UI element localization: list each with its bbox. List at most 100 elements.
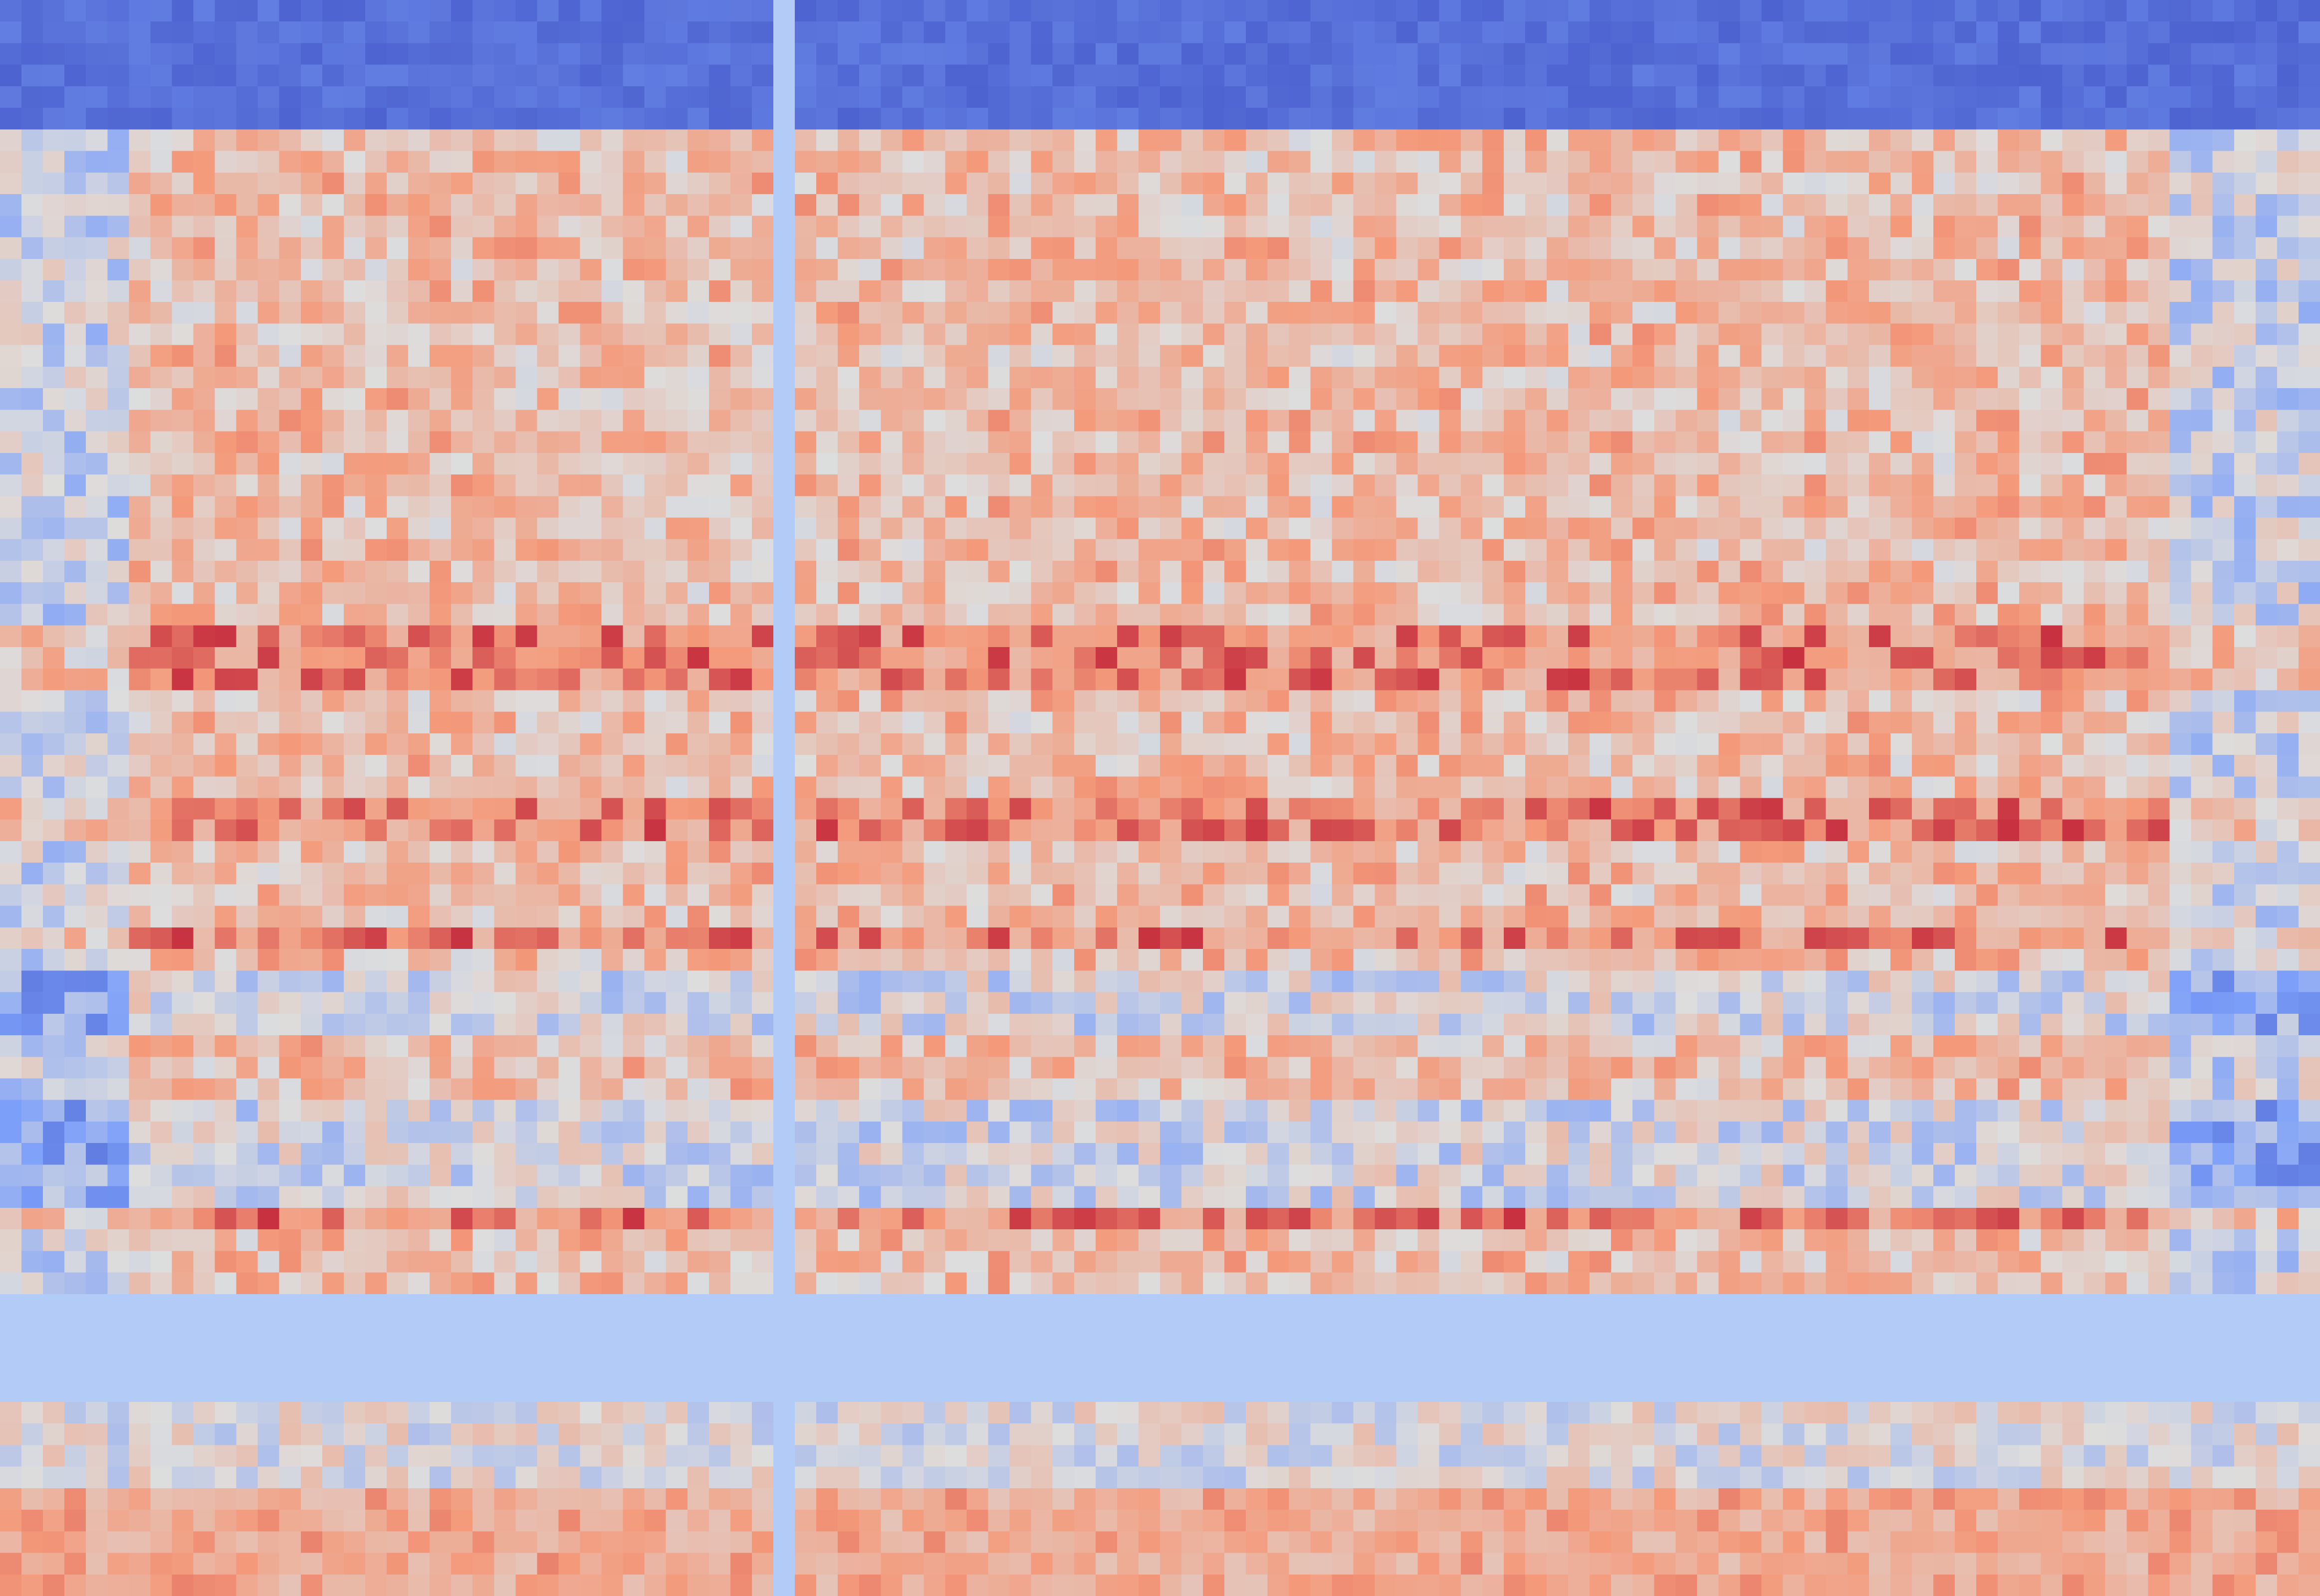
heatmap-cell bbox=[687, 582, 709, 605]
heatmap-cell bbox=[1697, 0, 1719, 22]
heatmap-cell bbox=[1761, 43, 1784, 65]
heatmap-cell bbox=[730, 711, 752, 734]
heatmap-cell bbox=[1138, 669, 1160, 690]
heatmap-cell bbox=[1289, 216, 1311, 238]
heatmap-cell bbox=[687, 949, 709, 971]
heatmap-cell bbox=[1611, 604, 1633, 626]
heatmap-cell bbox=[1826, 0, 1848, 22]
heatmap-cell bbox=[2234, 453, 2256, 475]
heatmap-cell bbox=[1482, 388, 1504, 410]
heatmap-cell bbox=[2169, 216, 2192, 238]
heatmap-cell bbox=[2041, 647, 2063, 669]
heatmap-cell bbox=[966, 410, 989, 432]
heatmap-cell bbox=[1611, 86, 1633, 108]
heatmap-cell bbox=[1783, 625, 1805, 648]
heatmap-cell bbox=[1654, 216, 1676, 238]
heatmap-cell bbox=[2169, 539, 2192, 561]
heatmap-gap-cell bbox=[773, 604, 795, 626]
heatmap-cell bbox=[1933, 690, 1955, 712]
heatmap-cell bbox=[988, 625, 1010, 648]
heatmap-cell bbox=[1375, 841, 1397, 863]
heatmap-cell bbox=[1117, 755, 1139, 777]
heatmap-cell bbox=[1611, 798, 1633, 820]
heatmap-cell bbox=[387, 64, 409, 87]
heatmap-cell bbox=[1783, 884, 1805, 907]
heatmap-cell bbox=[408, 431, 430, 454]
heatmap-cell bbox=[1289, 323, 1311, 346]
heatmap-cell bbox=[623, 776, 645, 799]
heatmap-cell bbox=[1332, 647, 1354, 669]
heatmap-cell bbox=[1246, 151, 1268, 173]
heatmap-cell bbox=[343, 669, 366, 690]
heatmap-cell bbox=[2019, 453, 2041, 475]
heatmap-cell bbox=[1203, 690, 1225, 712]
heatmap-cell bbox=[2234, 388, 2256, 410]
heatmap-cell bbox=[1332, 841, 1354, 863]
heatmap-cell bbox=[1826, 194, 1848, 216]
heatmap-cell bbox=[86, 819, 108, 842]
heatmap-cell bbox=[408, 863, 430, 885]
heatmap-cell bbox=[580, 86, 602, 108]
heatmap-cell bbox=[2169, 280, 2192, 302]
heatmap-cell bbox=[43, 819, 65, 842]
heatmap-cell bbox=[322, 949, 344, 971]
heatmap-cell bbox=[279, 280, 301, 302]
heatmap-cell bbox=[64, 64, 86, 87]
heatmap-cell bbox=[1911, 108, 1934, 130]
heatmap-cell bbox=[601, 43, 624, 65]
heatmap-cell bbox=[1074, 755, 1096, 777]
heatmap-cell bbox=[1675, 43, 1697, 65]
heatmap-cell bbox=[601, 690, 624, 712]
heatmap-cell bbox=[2169, 258, 2192, 281]
heatmap-cell bbox=[515, 345, 537, 367]
heatmap-cell bbox=[1868, 539, 1891, 561]
heatmap-cell bbox=[537, 496, 559, 518]
heatmap-cell bbox=[1289, 366, 1311, 389]
heatmap-cell bbox=[2084, 323, 2106, 346]
heatmap-cell bbox=[1138, 819, 1160, 842]
heatmap-cell bbox=[2255, 21, 2278, 44]
heatmap-cell bbox=[515, 129, 537, 152]
heatmap-cell bbox=[172, 388, 194, 410]
heatmap-cell bbox=[1718, 129, 1741, 152]
heatmap-cell bbox=[236, 496, 258, 518]
heatmap-cell bbox=[1697, 366, 1719, 389]
heatmap-cell bbox=[580, 323, 602, 346]
heatmap-cell bbox=[687, 216, 709, 238]
heatmap-cell bbox=[1417, 388, 1440, 410]
heatmap-cell bbox=[730, 64, 752, 87]
heatmap-cell bbox=[1460, 108, 1483, 130]
heatmap-cell bbox=[2019, 431, 2041, 454]
heatmap-cell bbox=[1654, 798, 1676, 820]
heatmap-cell bbox=[1353, 496, 1376, 518]
heatmap-cell bbox=[472, 733, 494, 755]
heatmap-cell bbox=[1976, 453, 1998, 475]
heatmap-cell bbox=[1074, 669, 1096, 690]
heatmap-cell bbox=[322, 992, 344, 1014]
heatmap-cell bbox=[2277, 819, 2299, 842]
heatmap-cell bbox=[430, 819, 452, 842]
heatmap-cell bbox=[150, 410, 173, 432]
heatmap-cell bbox=[988, 388, 1010, 410]
heatmap-cell bbox=[2084, 194, 2106, 216]
heatmap-cell bbox=[300, 819, 323, 842]
heatmap-cell bbox=[1031, 517, 1053, 540]
heatmap-cell bbox=[150, 517, 173, 540]
heatmap-cell bbox=[1632, 388, 1654, 410]
heatmap-cell bbox=[816, 690, 838, 712]
heatmap-cell bbox=[2062, 323, 2084, 346]
heatmap-cell bbox=[751, 884, 774, 907]
heatmap-cell bbox=[881, 776, 903, 799]
heatmap-cell bbox=[1826, 474, 1848, 496]
heatmap-cell bbox=[1998, 151, 2020, 173]
heatmap-cell bbox=[1310, 108, 1333, 130]
heatmap-cell bbox=[430, 345, 452, 367]
heatmap-cell bbox=[1181, 539, 1203, 561]
heatmap-cell bbox=[666, 151, 688, 173]
heatmap-cell bbox=[1203, 453, 1225, 475]
heatmap-cell bbox=[601, 733, 624, 755]
heatmap-cell bbox=[494, 453, 516, 475]
heatmap-cell bbox=[1632, 884, 1654, 907]
heatmap-cell bbox=[64, 345, 86, 367]
heatmap-cell bbox=[2212, 517, 2235, 540]
